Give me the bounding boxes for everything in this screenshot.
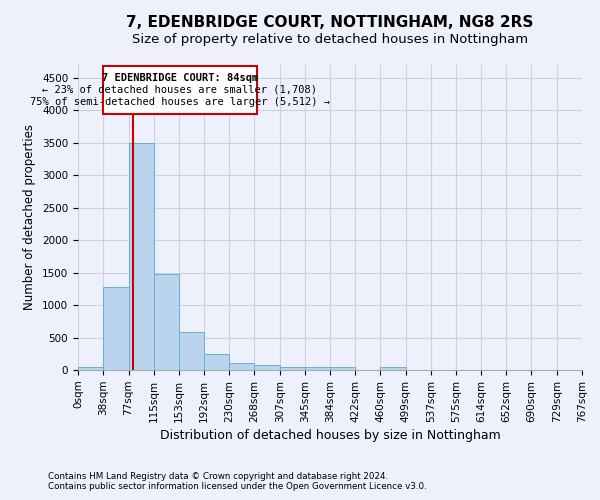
Bar <box>78 368 103 370</box>
X-axis label: Distribution of detached houses by size in Nottingham: Distribution of detached houses by size … <box>160 429 500 442</box>
Bar <box>103 287 128 370</box>
Text: Contains HM Land Registry data © Crown copyright and database right 2024.: Contains HM Land Registry data © Crown c… <box>48 472 388 481</box>
Text: ← 23% of detached houses are smaller (1,708): ← 23% of detached houses are smaller (1,… <box>43 85 317 95</box>
Bar <box>128 143 154 370</box>
Bar <box>179 332 204 370</box>
Text: 75% of semi-detached houses are larger (5,512) →: 75% of semi-detached houses are larger (… <box>30 98 330 108</box>
Bar <box>280 367 305 370</box>
Bar <box>229 363 254 370</box>
Text: Contains public sector information licensed under the Open Government Licence v3: Contains public sector information licen… <box>48 482 427 491</box>
Bar <box>254 365 280 370</box>
Bar <box>331 367 355 370</box>
Text: 7 EDENBRIDGE COURT: 84sqm: 7 EDENBRIDGE COURT: 84sqm <box>102 72 258 83</box>
Bar <box>204 354 229 370</box>
Bar <box>305 367 331 370</box>
Y-axis label: Number of detached properties: Number of detached properties <box>23 124 37 310</box>
Text: 7, EDENBRIDGE COURT, NOTTINGHAM, NG8 2RS: 7, EDENBRIDGE COURT, NOTTINGHAM, NG8 2RS <box>127 15 533 30</box>
FancyBboxPatch shape <box>103 66 257 114</box>
Bar <box>154 274 179 370</box>
Text: Size of property relative to detached houses in Nottingham: Size of property relative to detached ho… <box>132 34 528 46</box>
Bar <box>380 367 406 370</box>
